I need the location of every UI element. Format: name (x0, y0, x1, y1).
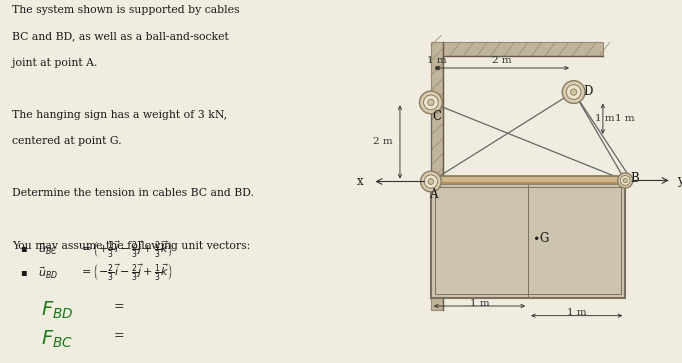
Text: 1 m: 1 m (428, 56, 447, 65)
Text: 1 m: 1 m (615, 114, 634, 123)
Polygon shape (443, 42, 603, 56)
Text: B: B (630, 172, 639, 185)
Text: 1 m: 1 m (470, 299, 489, 308)
Text: C: C (432, 110, 442, 123)
Text: D: D (583, 85, 593, 98)
Text: $= \left\{-\frac{2}{3}\vec{i} - \frac{2}{3}\vec{j} + \frac{1}{3}\vec{k}\right\}$: $= \left\{-\frac{2}{3}\vec{i} - \frac{2}… (79, 263, 174, 283)
Polygon shape (431, 183, 625, 298)
Text: joint at point A.: joint at point A. (12, 58, 97, 68)
Text: The system shown is supported by cables: The system shown is supported by cables (12, 5, 239, 16)
Text: $= \left\{+\frac{1}{3}\vec{i} - \frac{2}{3}\vec{j} + \frac{2}{3}\vec{k}\right\}$: $= \left\{+\frac{1}{3}\vec{i} - \frac{2}… (79, 240, 174, 260)
Text: $\vec{u}_{BC}$: $\vec{u}_{BC}$ (38, 241, 58, 257)
Text: x: x (357, 175, 364, 188)
Polygon shape (431, 42, 443, 310)
Circle shape (562, 81, 585, 103)
Text: ▪: ▪ (20, 267, 27, 277)
Circle shape (419, 91, 442, 114)
Text: $=$: $=$ (111, 327, 125, 340)
Text: The hanging sign has a weight of 3 kN,: The hanging sign has a weight of 3 kN, (12, 110, 227, 120)
Text: y: y (677, 174, 682, 187)
Circle shape (428, 99, 434, 106)
Circle shape (623, 178, 627, 183)
Circle shape (621, 176, 630, 185)
Text: $=$: $=$ (111, 298, 125, 311)
Circle shape (570, 89, 577, 95)
Text: BC and BD, as well as a ball-and-socket: BC and BD, as well as a ball-and-socket (12, 32, 228, 42)
Text: ▪: ▪ (20, 243, 27, 253)
Text: 1 m: 1 m (595, 114, 615, 123)
Text: 2 m: 2 m (374, 138, 393, 146)
Text: $\bullet$G: $\bullet$G (533, 231, 550, 245)
Text: You may assume the following unit vectors:: You may assume the following unit vector… (12, 241, 250, 251)
Circle shape (421, 171, 441, 192)
Text: 1 m: 1 m (567, 308, 587, 317)
Circle shape (566, 85, 581, 99)
Text: $F_{BC}$: $F_{BC}$ (41, 329, 73, 350)
Text: A: A (429, 188, 438, 201)
Circle shape (424, 95, 439, 110)
Text: $\vec{u}_{BD}$: $\vec{u}_{BD}$ (38, 265, 58, 281)
Text: centered at point G.: centered at point G. (12, 136, 121, 146)
Text: Determine the tension in cables BC and BD.: Determine the tension in cables BC and B… (12, 188, 254, 199)
Text: $F_{BD}$: $F_{BD}$ (41, 299, 74, 321)
Circle shape (424, 175, 438, 188)
Circle shape (428, 179, 434, 184)
Circle shape (618, 173, 633, 188)
Text: 2 m: 2 m (492, 56, 512, 65)
